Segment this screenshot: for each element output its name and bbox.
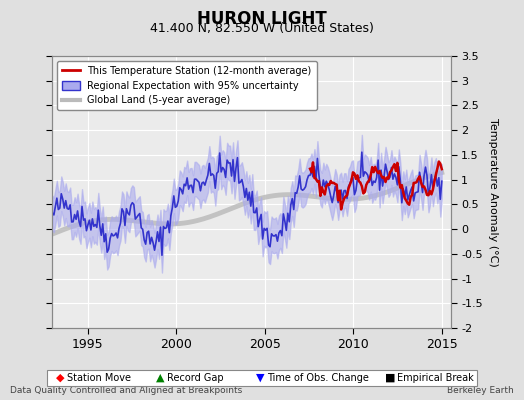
Text: ■: ■ [385,373,396,383]
Text: ▼: ▼ [256,373,265,383]
Text: Record Gap: Record Gap [167,373,223,383]
Text: Empirical Break: Empirical Break [397,373,474,383]
Text: Time of Obs. Change: Time of Obs. Change [267,373,369,383]
Text: Data Quality Controlled and Aligned at Breakpoints: Data Quality Controlled and Aligned at B… [10,386,243,395]
Y-axis label: Temperature Anomaly (°C): Temperature Anomaly (°C) [488,118,498,266]
Text: Station Move: Station Move [67,373,131,383]
Text: ▲: ▲ [156,373,164,383]
Text: ◆: ◆ [56,373,64,383]
Text: 41.400 N, 82.550 W (United States): 41.400 N, 82.550 W (United States) [150,22,374,35]
Text: Berkeley Earth: Berkeley Earth [447,386,514,395]
Text: HURON LIGHT: HURON LIGHT [197,10,327,28]
Legend: This Temperature Station (12-month average), Regional Expectation with 95% uncer: This Temperature Station (12-month avera… [57,61,316,110]
